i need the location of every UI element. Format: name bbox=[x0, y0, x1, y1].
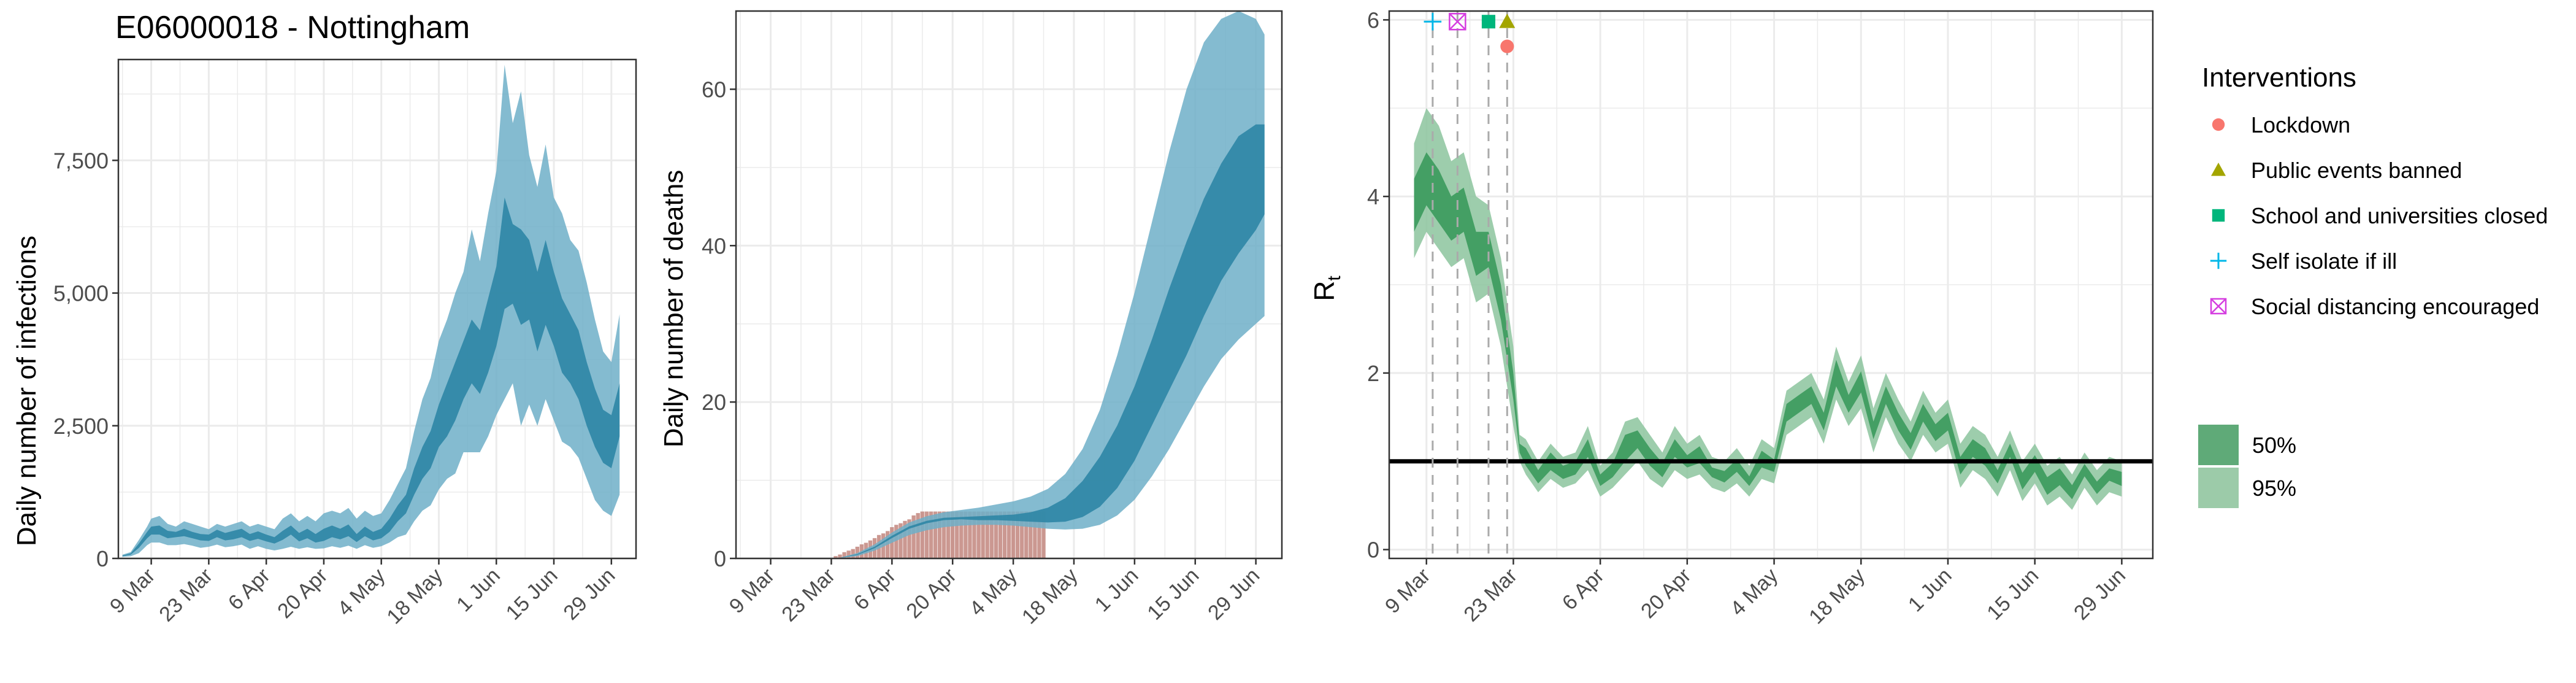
rt-band-95 bbox=[1414, 108, 2122, 510]
death-bar bbox=[916, 513, 920, 558]
death-bar bbox=[907, 519, 911, 558]
death-bar bbox=[1011, 511, 1016, 558]
legend-item-label: School and universities closed bbox=[2251, 203, 2548, 228]
death-bar bbox=[929, 511, 933, 558]
rt-ytick-label: 0 bbox=[1367, 538, 1379, 563]
death-bar bbox=[1041, 511, 1046, 558]
death-bar bbox=[994, 511, 998, 558]
infections-y-axis-label: Daily number of infections bbox=[12, 236, 42, 546]
legend-marker bbox=[2211, 163, 2226, 176]
legend-marker bbox=[2212, 209, 2225, 222]
figure-title: E06000018 - Nottingham bbox=[115, 10, 470, 45]
death-bar bbox=[950, 511, 955, 558]
death-bar bbox=[968, 511, 972, 558]
death-bar bbox=[985, 511, 989, 558]
death-bar bbox=[838, 554, 842, 558]
legend-item-label: Public events banned bbox=[2251, 158, 2462, 183]
rt-ytick-label: 2 bbox=[1367, 361, 1379, 386]
death-bar bbox=[964, 511, 968, 558]
deaths-ytick-label: 0 bbox=[714, 546, 726, 571]
death-bar bbox=[1002, 511, 1007, 558]
legend-band-label: 50% bbox=[2252, 433, 2296, 458]
death-bar bbox=[1020, 511, 1024, 558]
legend-marker bbox=[2210, 298, 2227, 315]
death-bar bbox=[1037, 511, 1041, 558]
infections-ytick-label: 2,500 bbox=[53, 414, 109, 439]
death-bar bbox=[933, 511, 938, 558]
legend-marker bbox=[2210, 252, 2227, 269]
deaths-ytick-label: 60 bbox=[702, 77, 726, 102]
death-bar bbox=[855, 546, 859, 558]
death-bar bbox=[937, 511, 942, 558]
death-bar bbox=[1029, 511, 1033, 558]
intervention-marker bbox=[1481, 15, 1496, 29]
death-bar bbox=[924, 511, 929, 558]
legend: Interventions Lockdown Public events bann… bbox=[2198, 63, 2548, 508]
death-bar bbox=[959, 511, 964, 558]
deaths-ytick-label: 20 bbox=[702, 390, 726, 415]
deaths-plot-area bbox=[770, 11, 1265, 558]
death-bar bbox=[1033, 511, 1037, 558]
death-bar bbox=[894, 525, 899, 558]
death-bar bbox=[834, 556, 838, 558]
infections-plot-area bbox=[122, 64, 620, 557]
rt-panel-border bbox=[1388, 10, 2154, 560]
intervention-marker bbox=[1449, 13, 1466, 31]
infections-ytick-label: 0 bbox=[96, 546, 109, 571]
death-bar bbox=[1024, 511, 1029, 558]
infections-band-95 bbox=[122, 64, 620, 557]
death-bar bbox=[903, 520, 907, 558]
legend-band-label: 95% bbox=[2252, 476, 2296, 501]
deaths-ytick-label: 40 bbox=[702, 233, 726, 258]
rt-ytick-label: 4 bbox=[1367, 184, 1379, 209]
death-bar bbox=[842, 552, 846, 558]
death-bar bbox=[890, 527, 894, 558]
death-bar bbox=[941, 511, 946, 558]
death-bar bbox=[946, 511, 951, 558]
legend-band-swatch bbox=[2198, 425, 2239, 465]
deaths-panel-border bbox=[735, 10, 1283, 560]
infections-band-50 bbox=[122, 197, 620, 557]
death-bar bbox=[920, 511, 924, 558]
death-bar bbox=[981, 511, 985, 558]
death-bar bbox=[899, 523, 903, 558]
death-bar bbox=[998, 511, 1003, 558]
death-bar bbox=[955, 511, 959, 558]
rt-ytick-label: 6 bbox=[1367, 7, 1379, 33]
legend-title: Interventions bbox=[2202, 63, 2356, 93]
death-bar bbox=[1006, 511, 1011, 558]
rt-y-axis-label: Rt bbox=[1308, 276, 1344, 301]
death-bar bbox=[976, 511, 981, 558]
legend-band-swatch bbox=[2198, 468, 2239, 508]
death-bar bbox=[972, 511, 976, 558]
legend-marker bbox=[2212, 118, 2225, 131]
deaths-y-axis-label: Daily number of deaths bbox=[659, 170, 689, 447]
intervention-marker bbox=[1424, 12, 1442, 31]
legend-item-label: Self isolate if ill bbox=[2251, 249, 2397, 274]
deaths-band-50 bbox=[770, 124, 1265, 558]
intervention-marker bbox=[1499, 14, 1516, 28]
legend-item-label: Lockdown bbox=[2251, 112, 2350, 137]
death-bar bbox=[911, 515, 916, 558]
legend-item-label: Social distancing encouraged bbox=[2251, 294, 2539, 319]
death-bar bbox=[989, 511, 994, 558]
intervention-marker bbox=[1500, 39, 1514, 53]
infections-ytick-label: 5,000 bbox=[53, 281, 109, 306]
death-bar bbox=[851, 549, 855, 558]
death-bar bbox=[846, 550, 851, 558]
infections-ytick-label: 7,500 bbox=[53, 148, 109, 173]
rt-plot-area bbox=[1389, 11, 2153, 558]
death-bar bbox=[1015, 511, 1020, 558]
infections-panel-border bbox=[117, 58, 637, 560]
